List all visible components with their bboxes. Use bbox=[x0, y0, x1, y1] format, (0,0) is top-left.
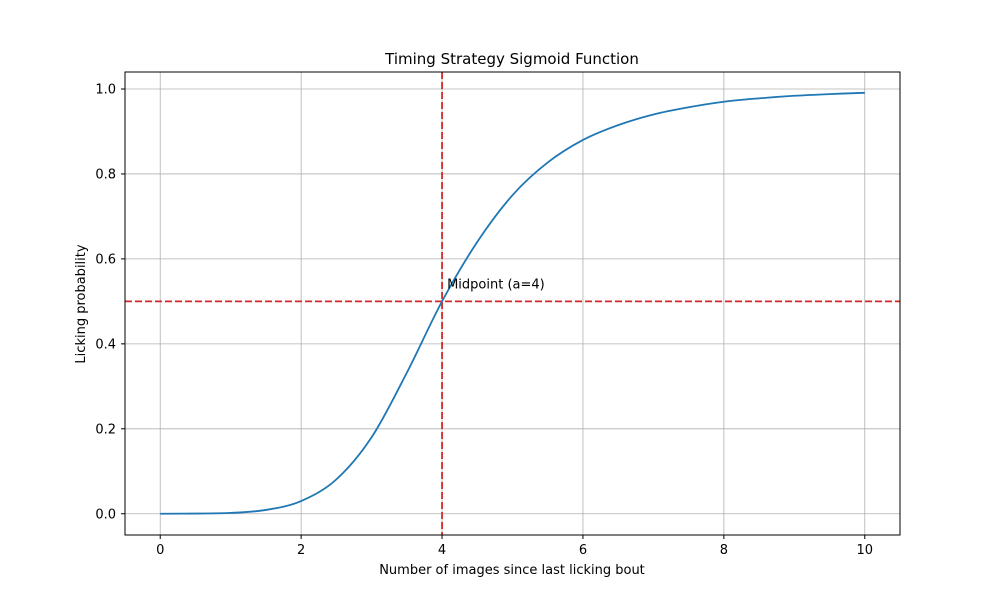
y-tick-label: 0.8 bbox=[95, 167, 116, 182]
axis-ticks: 0 2 4 6 8 10 0.0 0.2 0.4 0.6 0.8 1.0 bbox=[95, 82, 873, 558]
x-tick-label: 8 bbox=[720, 543, 728, 558]
x-axis-label: Number of images since last licking bout bbox=[379, 563, 645, 578]
series-layer bbox=[160, 91, 865, 515]
y-axis-label: Licking probability bbox=[74, 244, 89, 363]
x-tick-label: 4 bbox=[438, 543, 446, 558]
x-tick-label: 6 bbox=[579, 543, 587, 558]
plot-frame bbox=[124, 71, 901, 536]
x-tick-label: 0 bbox=[156, 543, 164, 558]
x-tick-label: 10 bbox=[856, 543, 873, 558]
series-line bbox=[160, 91, 865, 515]
y-tick-label: 0.2 bbox=[95, 422, 116, 437]
midpoint-annotation: Midpoint (a=4) bbox=[447, 278, 545, 293]
reference-lines bbox=[125, 72, 900, 535]
y-tick-label: 1.0 bbox=[95, 82, 116, 97]
y-tick-label: 0.6 bbox=[95, 252, 116, 267]
annotations: Midpoint (a=4) bbox=[447, 278, 545, 293]
y-tick-label: 0.4 bbox=[95, 337, 116, 352]
chart-title: Timing Strategy Sigmoid Function bbox=[384, 50, 639, 68]
x-tick-label: 2 bbox=[297, 543, 305, 558]
grid bbox=[125, 72, 900, 535]
y-tick-label: 0.0 bbox=[95, 507, 116, 522]
